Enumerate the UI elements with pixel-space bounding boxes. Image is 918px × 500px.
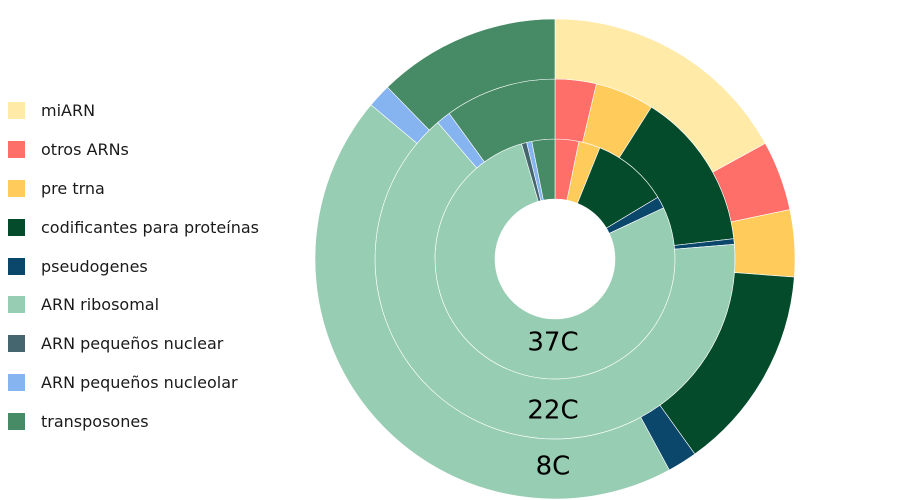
legend-item: transposones xyxy=(8,402,259,441)
legend-label: pseudogenes xyxy=(41,256,148,276)
legend-swatch xyxy=(8,374,25,392)
slice xyxy=(730,209,796,278)
legend-label: pre trna xyxy=(41,178,105,198)
legend-label: miARN xyxy=(41,100,96,120)
legend-label: codificantes para proteínas xyxy=(41,217,259,237)
legend-swatch xyxy=(8,413,25,431)
legend-swatch xyxy=(8,335,25,353)
legend-item: ARN pequeños nuclear xyxy=(8,324,259,363)
ring-label: 22C xyxy=(527,396,578,426)
legend-label: ARN pequeños nucleolar xyxy=(41,373,238,393)
legend-label: ARN ribosomal xyxy=(41,295,160,315)
legend-item: codificantes para proteínas xyxy=(8,208,259,247)
legend-swatch xyxy=(8,296,25,314)
legend-swatch xyxy=(8,257,25,275)
legend-label: transposones xyxy=(41,412,149,432)
legend-label: ARN pequeños nuclear xyxy=(41,334,224,354)
legend-item: pseudogenes xyxy=(8,247,259,286)
legend-swatch xyxy=(8,140,25,158)
legend-item: ARN ribosomal xyxy=(8,285,259,324)
legend-swatch xyxy=(8,179,25,197)
ring-label: 37C xyxy=(527,328,578,358)
slice xyxy=(387,18,556,131)
ring-label: 8C xyxy=(536,452,571,482)
legend: miARN otros ARNs pre trna codificantes para… xyxy=(8,91,259,441)
legend-swatch xyxy=(8,101,25,119)
slice xyxy=(314,104,670,500)
legend-label: otros ARNs xyxy=(41,139,129,159)
legend-item: pre trna xyxy=(8,169,259,208)
legend-item: ARN pequeños nucleolar xyxy=(8,363,259,402)
legend-swatch xyxy=(8,218,25,236)
legend-item: otros ARNs xyxy=(8,130,259,169)
legend-item: miARN xyxy=(8,91,259,130)
